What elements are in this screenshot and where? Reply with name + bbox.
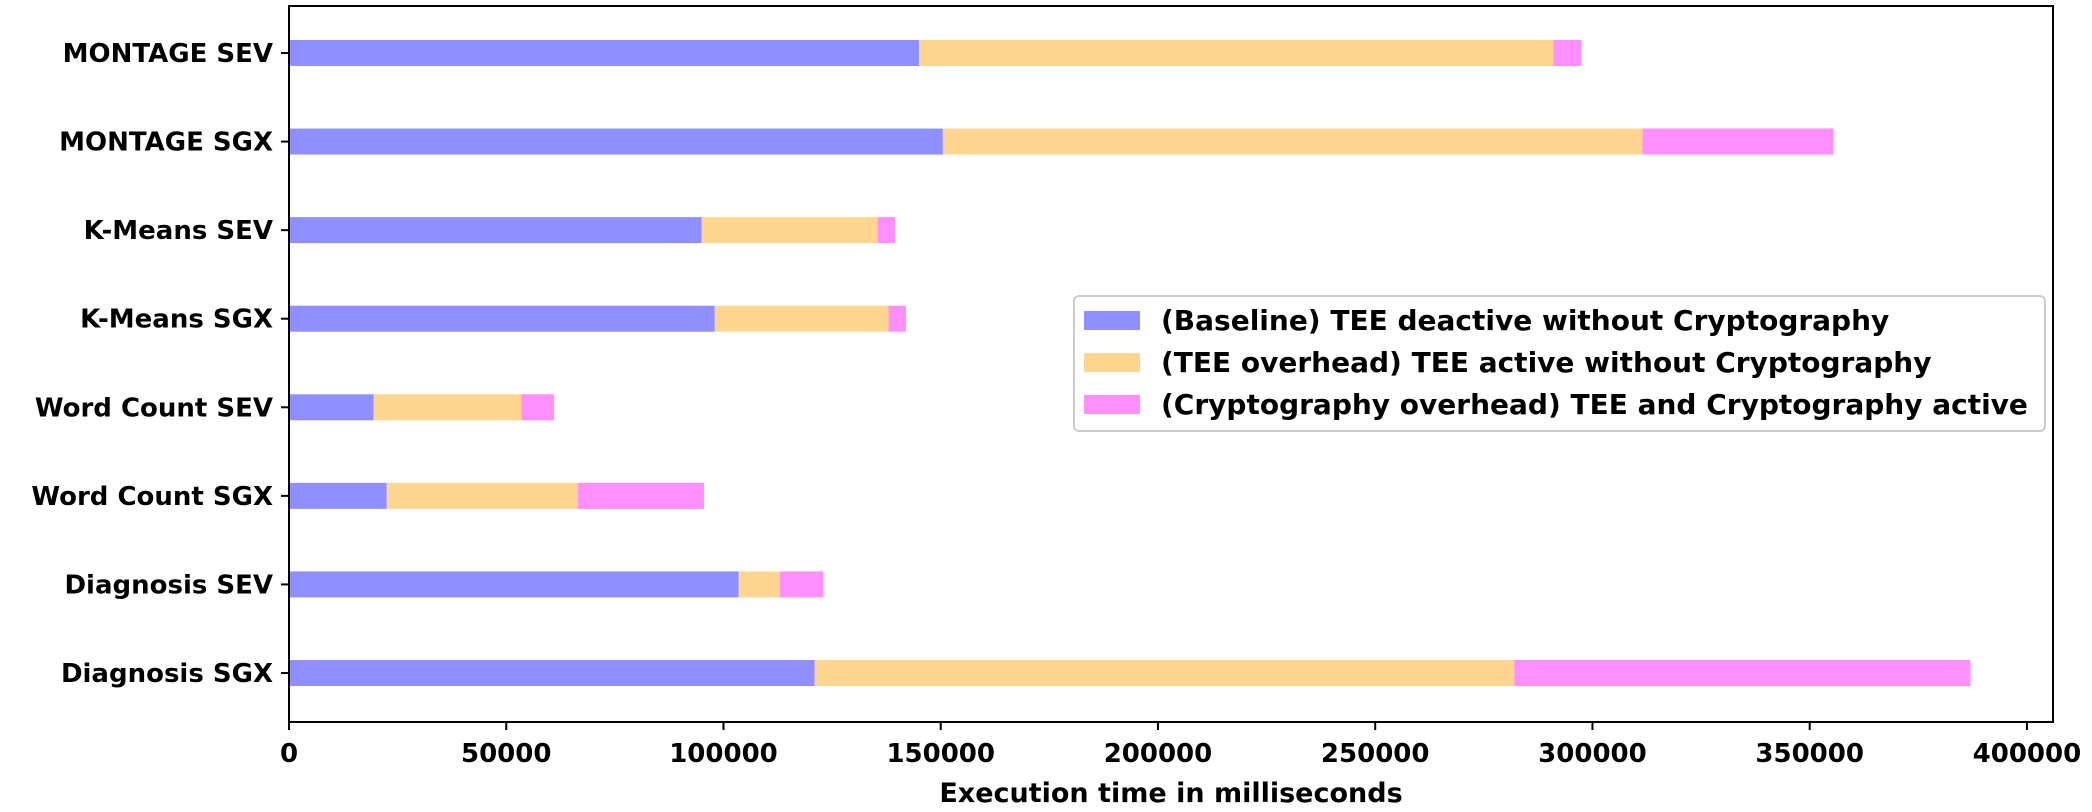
- y-tick-label: MONTAGE SEV: [63, 39, 273, 69]
- bar-segment: [1514, 660, 1971, 686]
- bar-segment: [814, 660, 1515, 686]
- bar-segment: [942, 128, 1643, 155]
- bar-segment: [289, 128, 943, 155]
- bar-segment: [1553, 40, 1582, 66]
- bar-segment: [386, 482, 578, 509]
- bar-segment: [577, 482, 704, 509]
- y-tick-label: Word Count SGX: [31, 482, 273, 512]
- bar-segment: [1642, 128, 1834, 155]
- x-tick-label: 250000: [1321, 739, 1430, 769]
- x-tick-label: 0: [280, 739, 298, 769]
- bar-segment: [888, 305, 906, 332]
- bar-segment: [779, 571, 824, 598]
- x-tick-label: 150000: [886, 739, 995, 769]
- bar-segment: [714, 305, 889, 332]
- bar-segment: [289, 217, 702, 244]
- x-tick-label: 400000: [1973, 739, 2082, 769]
- x-tick-label: 300000: [1538, 739, 1647, 769]
- legend-box: [1073, 295, 2046, 432]
- legend: (Baseline) TEE deactive without Cryptogr…: [1073, 295, 2046, 432]
- legend-swatch: [1084, 353, 1140, 372]
- bar-segment: [289, 482, 387, 509]
- x-tick-label: 100000: [669, 739, 778, 769]
- x-tick-label: 50000: [461, 739, 551, 769]
- plot-frame: [288, 5, 2054, 723]
- legend-swatch: [1084, 311, 1140, 330]
- bar-segment: [289, 394, 374, 421]
- bar-segment: [738, 571, 780, 598]
- bar-segment: [289, 40, 919, 66]
- bar-segment: [289, 305, 715, 332]
- x-tick-label: 200000: [1104, 739, 1213, 769]
- y-tick-label: K-Means SGX: [80, 305, 273, 335]
- bar-segment: [877, 217, 896, 244]
- bars-layer: [289, 40, 1971, 686]
- x-axis: 0 50000 100000 150000 200000 250000 300000 3500…: [280, 722, 2081, 769]
- legend-label: (TEE overhead) TEE active without Crypto…: [1161, 346, 1932, 379]
- legend-label: (Cryptography overhead) TEE and Cryptogr…: [1161, 388, 2028, 421]
- legend-swatch: [1084, 395, 1140, 414]
- y-tick-label: MONTAGE SGX: [59, 128, 273, 158]
- bar-segment: [521, 394, 555, 421]
- y-axis: MONTAGE SEV MONTAGE SGX K-Means SEV K-Means…: [31, 39, 289, 689]
- bar-segment: [289, 660, 815, 686]
- legend-label: (Baseline) TEE deactive without Cryptogr…: [1161, 304, 1889, 337]
- bar-segment: [919, 40, 1554, 66]
- y-tick-label: Diagnosis SEV: [64, 570, 273, 600]
- y-tick-label: Word Count SEV: [35, 393, 273, 423]
- y-tick-label: Diagnosis SGX: [61, 659, 273, 689]
- bar-segment: [289, 571, 739, 598]
- x-axis-title: Execution time in milliseconds: [939, 778, 1402, 808]
- bar-segment: [701, 217, 878, 244]
- bar-segment: [373, 394, 522, 421]
- y-tick-label: K-Means SEV: [84, 216, 273, 246]
- x-tick-label: 350000: [1755, 739, 1864, 769]
